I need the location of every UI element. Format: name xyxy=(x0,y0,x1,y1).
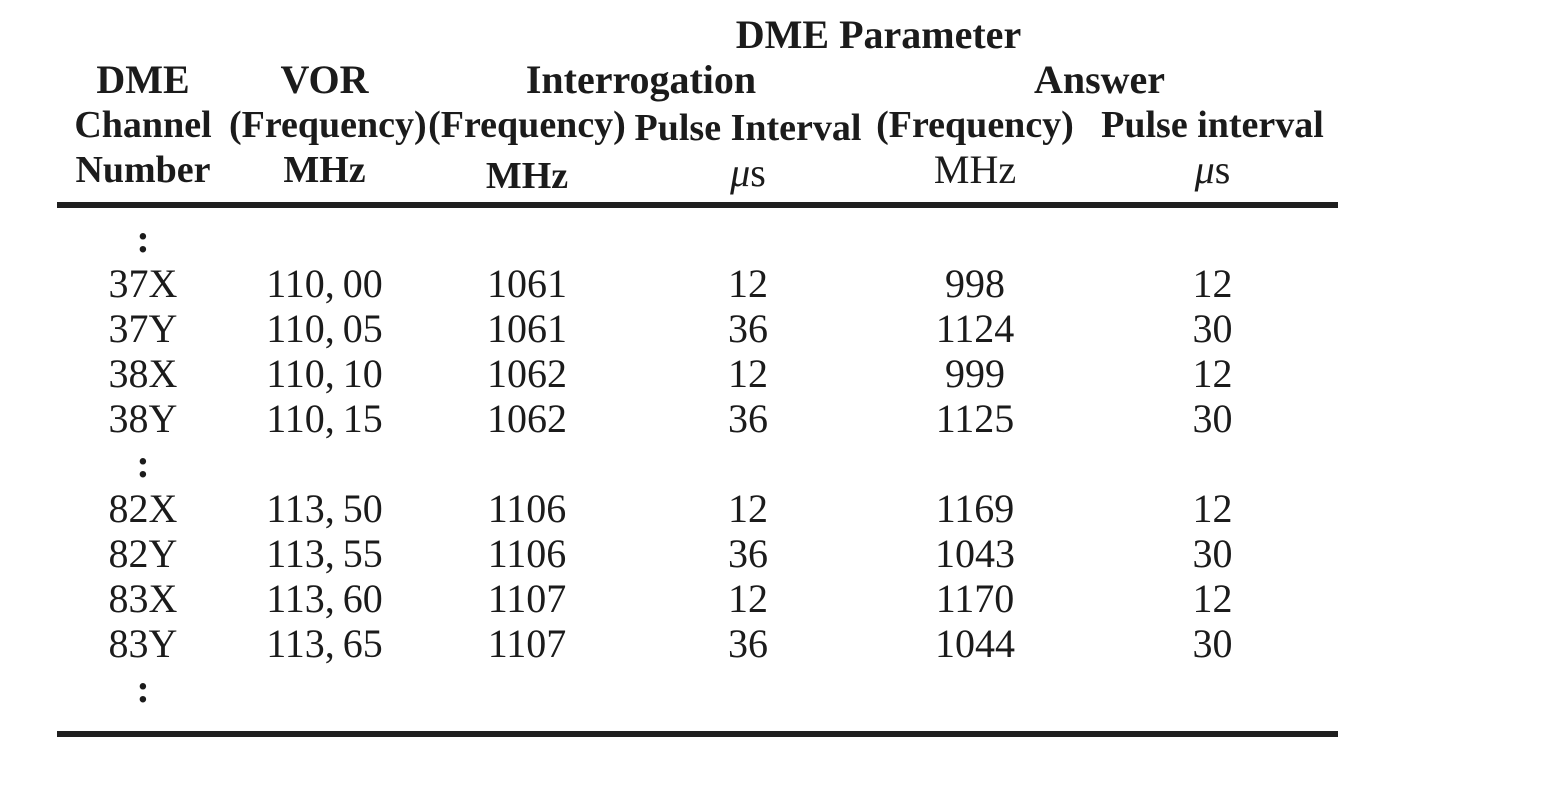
cell-interrogation-pulse: 36 xyxy=(728,395,768,441)
cell-answer-pulse: 12 xyxy=(1192,485,1233,531)
header-row-sublabels: Channel (Frequency) (Frequency) Pulse In… xyxy=(57,102,1338,147)
cell-interrogation-pulse: 36 xyxy=(728,620,768,666)
mu-symbol: μ xyxy=(730,149,751,195)
mu-symbol: μ xyxy=(1194,146,1215,192)
cell-interrogation-frequency: 1061 xyxy=(487,305,567,351)
cell-answer-pulse: 12 xyxy=(1192,350,1233,396)
cell-answer-frequency: 999 xyxy=(945,350,1005,396)
vertical-ellipsis: : xyxy=(136,440,150,486)
us-letter: s xyxy=(750,149,766,195)
header-group-answer: Answer xyxy=(1033,56,1166,102)
cell-interrogation-pulse: 12 xyxy=(728,350,768,396)
cell-interrogation-frequency: 1062 xyxy=(487,350,567,396)
cell-vor-frequency: 110, 05 xyxy=(266,305,383,351)
cell-interrogation-frequency: 1062 xyxy=(487,395,567,441)
header-number: Number xyxy=(75,148,211,191)
header-vor: VOR xyxy=(280,56,369,102)
cell-vor-frequency: 113, 55 xyxy=(266,530,383,576)
header-dme: DME xyxy=(96,56,190,102)
cell-interrogation-pulse: 36 xyxy=(728,305,768,351)
cell-interrogation-frequency: 1106 xyxy=(487,485,567,531)
cell-vor-frequency: 110, 15 xyxy=(266,395,383,441)
cell-interrogation-pulse: 12 xyxy=(728,575,768,621)
cell-answer-frequency: 998 xyxy=(945,260,1005,306)
header-vor-mhz: MHz xyxy=(283,148,366,191)
header-answer-pulse-interval: Pulse interval xyxy=(1101,103,1324,146)
cell-vor-frequency: 110, 10 xyxy=(266,350,383,396)
table-row: 38Y 110, 15 1062 36 1125 30 xyxy=(57,396,1338,441)
cell-vor-frequency: 110, 00 xyxy=(266,260,383,306)
cell-answer-pulse: 12 xyxy=(1192,260,1233,306)
table-title: DME Parameter xyxy=(735,11,1022,57)
cell-channel: 37X xyxy=(108,260,178,306)
table-row: 38X 110, 10 1062 12 999 12 xyxy=(57,351,1338,396)
us-letter: s xyxy=(1214,146,1231,192)
cell-answer-frequency: 1169 xyxy=(935,485,1015,531)
header-group-interrogation: Interrogation xyxy=(525,56,757,102)
vertical-ellipsis: : xyxy=(136,665,150,711)
dme-parameter-table: DME Parameter DME VOR Interrogation Answ… xyxy=(57,0,1338,737)
header-answer-us: μs xyxy=(1088,146,1337,192)
cell-interrogation-pulse: 12 xyxy=(728,260,768,306)
header-row-groups: DME VOR Interrogation Answer xyxy=(57,57,1338,102)
cell-answer-frequency: 1044 xyxy=(935,620,1015,666)
cell-answer-frequency: 1170 xyxy=(935,575,1015,621)
table-header: DME Parameter DME VOR Interrogation Answ… xyxy=(57,0,1338,197)
header-channel: Channel xyxy=(74,103,212,146)
cell-channel: 38X xyxy=(108,350,178,396)
table-body: : 37X 110, 00 1061 12 998 12 37Y 110, 05… xyxy=(57,208,1338,711)
cell-channel: 83Y xyxy=(108,620,178,666)
cell-answer-pulse: 30 xyxy=(1192,395,1233,441)
cell-answer-frequency: 1125 xyxy=(935,395,1015,441)
cell-answer-pulse: 30 xyxy=(1192,305,1233,351)
cell-interrogation-pulse: 36 xyxy=(728,530,768,576)
header-answer-mhz: MHz xyxy=(933,146,1017,192)
header-vor-frequency: (Frequency) xyxy=(229,103,427,146)
cell-interrogation-frequency: 1107 xyxy=(487,575,567,621)
cell-answer-pulse: 30 xyxy=(1192,620,1233,666)
cell-vor-frequency: 113, 50 xyxy=(266,485,383,531)
ellipsis-row: : xyxy=(57,216,1338,261)
cell-answer-frequency: 1043 xyxy=(935,530,1015,576)
cell-interrogation-frequency: 1106 xyxy=(487,530,567,576)
cell-interrogation-frequency: 1107 xyxy=(487,620,567,666)
table-bottom-rule xyxy=(57,731,1338,737)
vertical-ellipsis: : xyxy=(136,215,150,261)
table-row: 37Y 110, 05 1061 36 1124 30 xyxy=(57,306,1338,351)
cell-answer-pulse: 30 xyxy=(1192,530,1233,576)
table-row: 83Y 113, 65 1107 36 1044 30 xyxy=(57,621,1338,666)
cell-vor-frequency: 113, 60 xyxy=(266,575,383,621)
header-interrogation-us: μs xyxy=(634,149,862,195)
cell-interrogation-pulse: 12 xyxy=(728,485,768,531)
table-top-rule xyxy=(57,202,1338,208)
table-row: 83X 113, 60 1107 12 1170 12 xyxy=(57,576,1338,621)
cell-channel: 38Y xyxy=(108,395,178,441)
ellipsis-row: : xyxy=(57,441,1338,486)
header-interrogation-frequency: (Frequency) xyxy=(428,103,626,146)
cell-channel: 37Y xyxy=(108,305,178,351)
cell-answer-frequency: 1124 xyxy=(935,305,1015,351)
cell-channel: 83X xyxy=(108,575,178,621)
cell-vor-frequency: 113, 65 xyxy=(266,620,383,666)
header-interrogation-pulse-interval: Pulse Interval xyxy=(634,106,862,149)
header-row-units: Number MHz MHz μs MHz μs xyxy=(57,146,1338,197)
header-answer-frequency: (Frequency) xyxy=(876,103,1074,146)
ellipsis-row: : xyxy=(57,666,1338,711)
cell-channel: 82X xyxy=(108,485,178,531)
table-row: 82Y 113, 55 1106 36 1043 30 xyxy=(57,531,1338,576)
header-interrogation-mhz: MHz xyxy=(485,154,569,197)
header-row-title: DME Parameter xyxy=(57,12,1338,57)
cell-channel: 82Y xyxy=(108,530,178,576)
table-row: 37X 110, 00 1061 12 998 12 xyxy=(57,261,1338,306)
cell-interrogation-frequency: 1061 xyxy=(487,260,567,306)
cell-answer-pulse: 12 xyxy=(1192,575,1233,621)
table-row: 82X 113, 50 1106 12 1169 12 xyxy=(57,486,1338,531)
